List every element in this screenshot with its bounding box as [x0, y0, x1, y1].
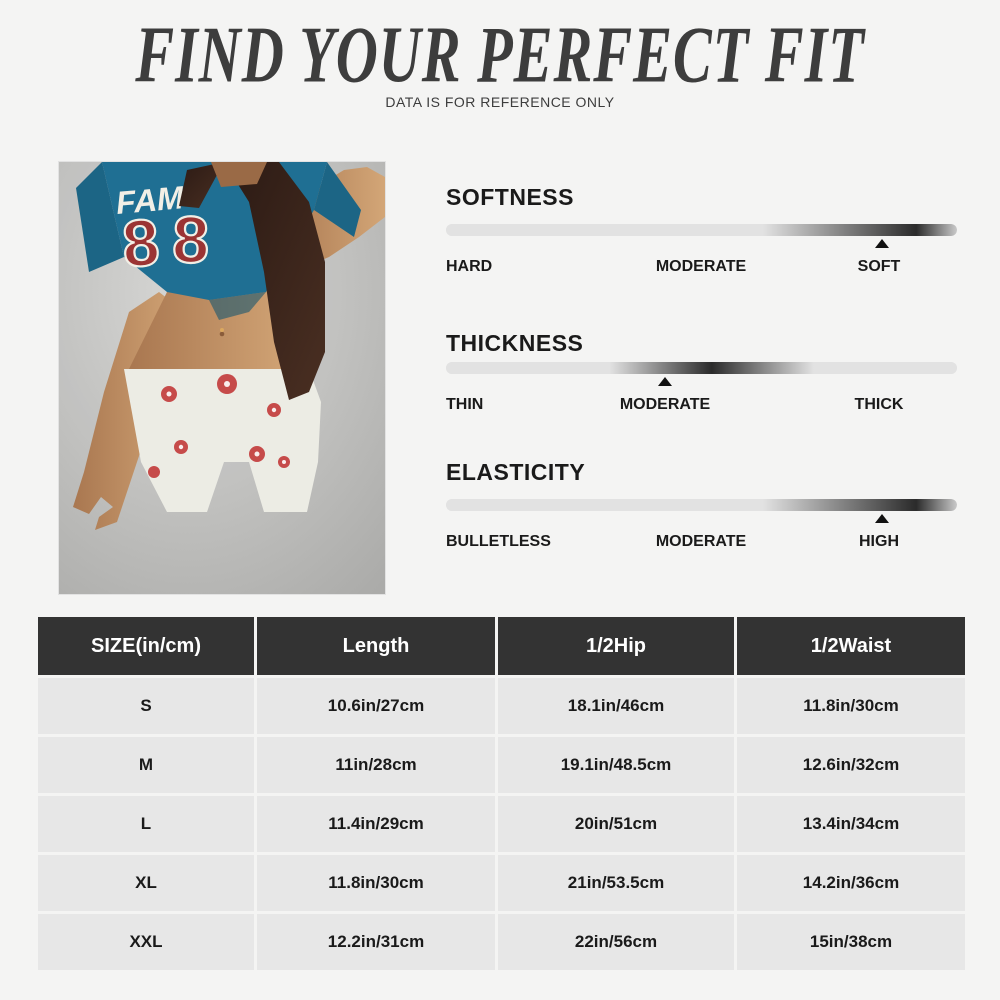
svg-text:8: 8	[120, 205, 162, 281]
svg-text:8: 8	[172, 202, 210, 277]
